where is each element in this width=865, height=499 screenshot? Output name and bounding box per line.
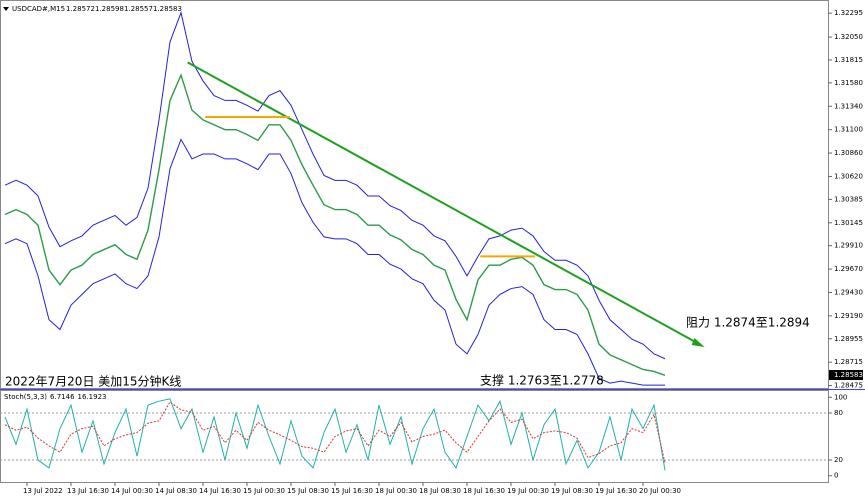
series-line xyxy=(4,10,666,360)
y-tick-label: 1.29190 xyxy=(834,312,863,320)
stoch-value: 6.7146 xyxy=(50,393,75,401)
y-tick-label: 0 xyxy=(834,472,838,480)
main-frame xyxy=(0,0,829,389)
y-tick-label: 1.29670 xyxy=(834,265,863,273)
stoch-value: 16.1923 xyxy=(78,393,107,401)
y-tick-label: 1.30385 xyxy=(834,195,863,203)
ohlc-value: 1.28557 xyxy=(124,5,153,13)
trend-arrow xyxy=(691,338,705,348)
y-tick-label: 1.31340 xyxy=(834,102,863,110)
series-line xyxy=(4,138,665,386)
last-price-box xyxy=(829,370,863,381)
x-tick-label: 14 Jul 16:30 xyxy=(199,487,241,495)
title: USDCAD#,M15 xyxy=(12,5,65,13)
x-tick-label: 15 Jul 08:30 xyxy=(287,487,329,495)
stoch-frame xyxy=(0,390,829,483)
x-tick-label: 14 Jul 00:30 xyxy=(111,487,153,495)
x-tick-label: 14 Jul 08:30 xyxy=(155,487,197,495)
title-arrow xyxy=(3,7,9,11)
x-tick-label: 15 Jul 16:30 xyxy=(331,487,373,495)
y-tick-label: 1.30145 xyxy=(834,219,863,227)
x-tick-label: 15 Jul 00:30 xyxy=(243,487,285,495)
y-tick-label: 1.32050 xyxy=(834,33,863,41)
x-tick-label: 13 Jul 16:30 xyxy=(67,487,109,495)
x-tick-label: 18 Jul 08:30 xyxy=(419,487,461,495)
x-tick-label: 13 Jul 2022 xyxy=(23,487,63,495)
annotation: 支撑 1.2763至1.2778 xyxy=(480,373,604,388)
y-tick-label: 1.30620 xyxy=(834,172,863,180)
ohlc-value: 1.28598 xyxy=(95,5,124,13)
x-tick-label: 19 Jul 16:30 xyxy=(595,487,637,495)
x-tick-label: 20 Jul 00:30 xyxy=(639,487,681,495)
x-tick-label: 18 Jul 16:30 xyxy=(463,487,505,495)
y-tick-label: 80 xyxy=(834,409,843,417)
y-tick-label: 1.31100 xyxy=(834,126,863,134)
series-line xyxy=(4,73,666,376)
y-tick-label: 1.29430 xyxy=(834,288,863,296)
y-tick-label: 1.28715 xyxy=(834,358,863,366)
annotation: 阻力 1.2874至1.2894 xyxy=(686,316,810,330)
x-tick-label: 18 Jul 00:30 xyxy=(375,487,417,495)
y-tick-label: 1.32295 xyxy=(834,9,863,17)
y-tick-label: 1.28475 xyxy=(834,382,863,390)
last-price: 1.28583 xyxy=(834,371,863,379)
y-tick-label: 20 xyxy=(834,456,843,464)
y-tick-label: 1.28955 xyxy=(834,335,863,343)
series-line xyxy=(4,398,666,471)
annotation: 2022年7月20日 美加15分钟K线 xyxy=(5,374,181,389)
y-tick-label: 1.30860 xyxy=(834,149,863,157)
y-tick-label: 1.31580 xyxy=(834,79,863,87)
ohlc-value: 1.28572 xyxy=(66,5,95,13)
y-tick-label: 100 xyxy=(834,393,847,401)
x-tick-label: 19 Jul 00:30 xyxy=(507,487,549,495)
y-tick-label: 1.29910 xyxy=(834,242,863,250)
stoch-title: Stoch(5,3,3) 6.7146 16.1923 xyxy=(4,393,106,401)
trendline xyxy=(187,61,700,345)
ohlc-value: 1.28583 xyxy=(153,5,182,13)
stoch-name: Stoch(5,3,3) xyxy=(4,393,47,401)
x-tick-label: 19 Jul 08:30 xyxy=(551,487,593,495)
y-tick-label: 1.31815 xyxy=(834,56,863,64)
series-line xyxy=(4,401,666,464)
